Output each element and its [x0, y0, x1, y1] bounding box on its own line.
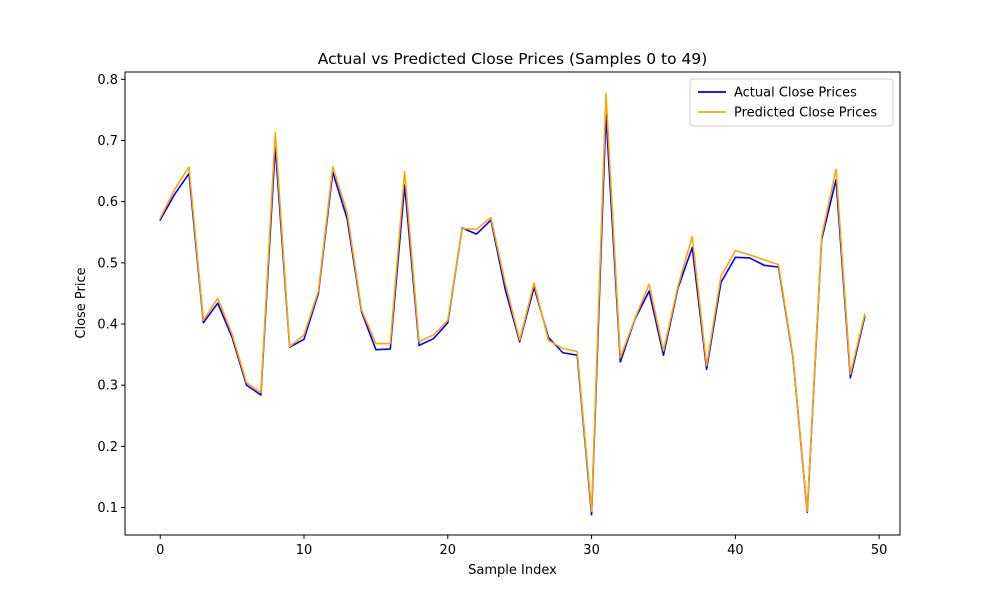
- y-tick-label: 0.8: [97, 73, 118, 88]
- legend-entry: Predicted Close Prices: [734, 106, 877, 121]
- chart-title: Actual vs Predicted Close Prices (Sample…: [318, 50, 708, 68]
- legend-entry: Actual Close Prices: [734, 86, 857, 101]
- x-tick-label: 20: [440, 543, 457, 558]
- x-axis-label: Sample Index: [468, 563, 557, 578]
- x-tick-label: 0: [156, 543, 164, 558]
- x-tick-label: 30: [583, 543, 600, 558]
- legend: Actual Close Prices Predicted Close Price…: [689, 78, 894, 127]
- y-axis: 0.1 0.2 0.3 0.4 0.5 0.6 0.7 0.8: [97, 73, 125, 516]
- x-tick-label: 40: [727, 543, 744, 558]
- x-tick-label: 50: [871, 543, 888, 558]
- y-tick-label: 0.3: [97, 379, 118, 394]
- y-tick-label: 0.4: [97, 317, 118, 332]
- axes-frame: [124, 71, 901, 536]
- series-line-predicted: [159, 92, 866, 512]
- y-axis-label: Close Price: [74, 267, 89, 338]
- y-tick-label: 0.6: [97, 195, 118, 210]
- y-tick-label: 0.2: [97, 440, 118, 455]
- y-tick-label: 0.1: [97, 501, 118, 516]
- y-tick-label: 0.7: [97, 134, 118, 149]
- series-layer: [159, 92, 866, 516]
- legend-box: [689, 78, 894, 127]
- x-tick-label: 10: [296, 543, 313, 558]
- y-tick-label: 0.5: [97, 256, 118, 271]
- x-axis: 0 10 20 30 40 50: [156, 535, 887, 558]
